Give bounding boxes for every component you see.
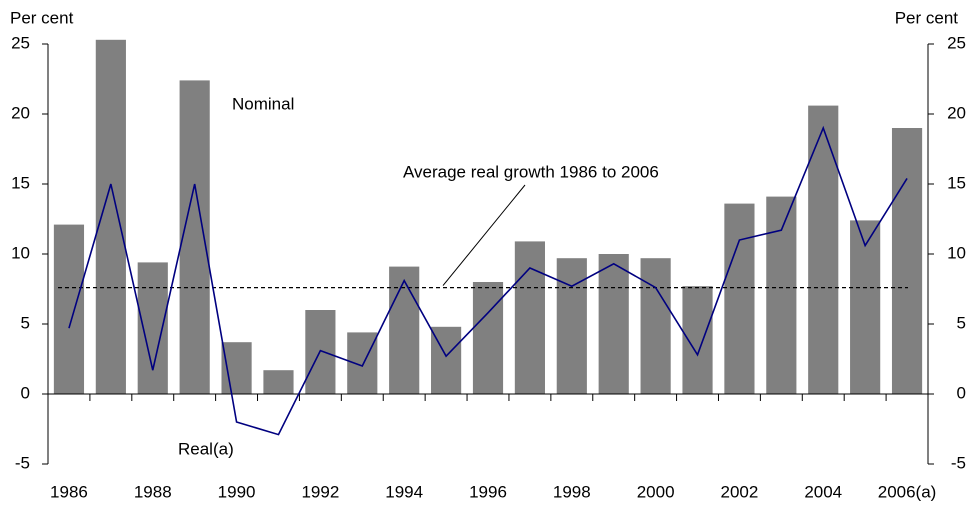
x-tick-label: 1998 [553, 482, 591, 501]
y2-tick-label: 25 [947, 33, 966, 52]
bar [389, 266, 420, 394]
y-axis-label: Per cent [10, 8, 74, 27]
x-tick-label: 1990 [218, 482, 256, 501]
y2-tick-label: 15 [947, 173, 966, 192]
x-tick-label: 2002 [721, 482, 759, 501]
bar [850, 220, 881, 394]
x-tick-label: 2006(a) [878, 482, 937, 501]
y2-tick-label: 10 [947, 243, 966, 262]
real-line [68, 125, 908, 436]
bar [640, 258, 671, 394]
y2-tick-label: 5 [957, 313, 966, 332]
y2-tick-label: -5 [951, 453, 966, 472]
bar [766, 196, 797, 394]
nominal-label: Nominal [232, 94, 294, 113]
bar [221, 342, 252, 394]
bar [179, 80, 210, 395]
bar [556, 258, 587, 394]
real-label: Real(a) [178, 439, 234, 458]
bar [347, 332, 378, 394]
average-label: Average real growth 1986 to 2006 [403, 162, 659, 181]
x-tick-label: 1996 [469, 482, 507, 501]
y-tick-label: 0 [21, 383, 30, 402]
bar [472, 282, 504, 394]
y2-tick-label: 0 [957, 383, 966, 402]
bar [514, 241, 545, 394]
x-tick-label: 2000 [637, 482, 675, 501]
x-tick-label: 1994 [385, 482, 423, 501]
y-tick-label: 10 [11, 243, 30, 262]
y-tick-label: 20 [11, 103, 30, 122]
bar [808, 105, 839, 394]
bar [598, 254, 629, 394]
y-tick-label: 15 [11, 173, 30, 192]
x-tick-label: 2004 [804, 482, 842, 501]
y-tick-label: 25 [11, 33, 30, 52]
y-tick-label: 5 [21, 313, 30, 332]
x-tick-label: 1986 [50, 482, 88, 501]
bar [53, 224, 85, 394]
x-tick-label: 1988 [134, 482, 172, 501]
bar [724, 203, 755, 394]
x-tick-label: 1992 [301, 482, 339, 501]
y-tick-label: -5 [15, 453, 30, 472]
bar [263, 370, 294, 394]
bar [137, 262, 168, 394]
bar [891, 128, 923, 394]
bar [682, 286, 713, 394]
annotation-leader [442, 184, 526, 286]
y2-tick-label: 20 [947, 103, 966, 122]
bar [95, 39, 126, 395]
y2-axis-label: Per cent [895, 8, 959, 27]
